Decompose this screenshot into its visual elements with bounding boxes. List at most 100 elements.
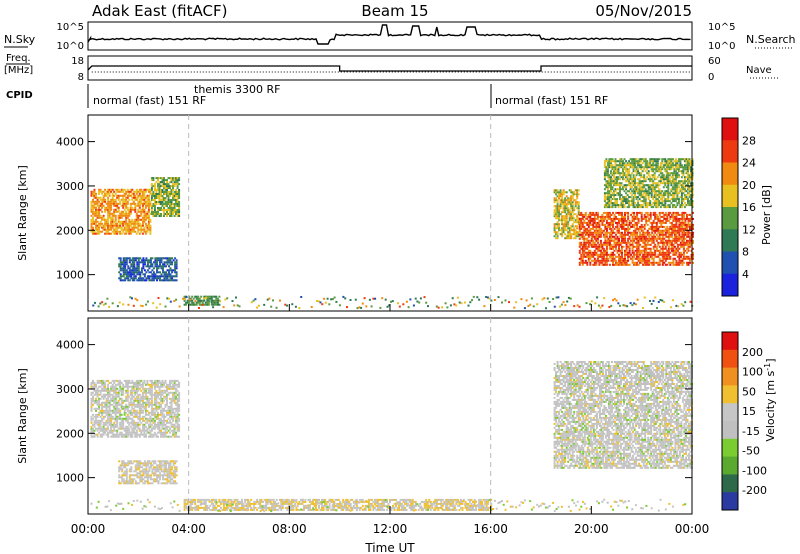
scatter-point: [618, 217, 620, 220]
scatter-point: [577, 219, 580, 222]
scatter-point: [558, 205, 561, 208]
scatter-point: [638, 186, 641, 189]
scatter-point: [670, 243, 673, 246]
scatter-point: [589, 257, 592, 260]
scatter-point: [658, 202, 661, 205]
scatter-point: [119, 427, 122, 430]
scatter-point: [614, 160, 617, 163]
colorbar-tick-label: 20: [742, 179, 756, 192]
scatter-point: [631, 166, 634, 169]
scatter-point: [117, 206, 120, 209]
scatter-point: [622, 170, 624, 173]
scatter-point: [101, 417, 104, 420]
scatter-point: [651, 223, 654, 226]
scatter-point: [593, 245, 596, 248]
scatter-point: [578, 245, 581, 248]
scatter-point: [604, 227, 607, 230]
scatter-point: [95, 220, 97, 223]
scatter-point: [148, 259, 151, 262]
scatter-point: [655, 192, 658, 195]
scatter-point: [621, 241, 623, 244]
scatter-point: [188, 299, 191, 302]
scatter-point: [316, 300, 318, 302]
scatter-point: [596, 231, 599, 234]
scatter-point: [595, 211, 598, 214]
scatter-point: [659, 178, 662, 181]
scatter-point: [157, 265, 160, 268]
scatter-point: [127, 267, 130, 270]
scatter-point: [110, 425, 113, 428]
scatter-point: [117, 409, 120, 412]
scatter-point: [618, 253, 620, 256]
scatter-point: [681, 235, 684, 238]
scatter-point: [632, 180, 635, 183]
scatter-point: [114, 403, 117, 406]
scatter-point: [652, 257, 655, 260]
scatter-point: [606, 182, 609, 185]
scatter-point: [137, 224, 140, 227]
scatter-point: [137, 214, 140, 217]
scatter-point: [580, 257, 583, 260]
scatter-point: [156, 277, 158, 280]
scatter-point: [157, 211, 159, 213]
scatter-point: [215, 299, 218, 302]
scatter-point: [166, 273, 169, 276]
scatter-point: [331, 298, 334, 301]
scatter-point: [589, 219, 592, 222]
scatter-point: [92, 397, 94, 400]
scatter-point: [637, 170, 640, 173]
scatter-point: [104, 385, 107, 388]
scatter-point: [647, 164, 650, 167]
scatter-point: [646, 253, 649, 256]
scatter-point: [599, 261, 602, 264]
scatter-point: [604, 211, 607, 214]
scatter-point: [613, 263, 616, 266]
scatter-point: [134, 222, 137, 225]
scatter-point: [605, 235, 608, 238]
scatter-point: [655, 237, 658, 240]
scatter-point: [170, 211, 173, 213]
scatter-point: [125, 397, 128, 400]
scatter-point: [618, 229, 620, 232]
scatter-point: [140, 269, 143, 272]
scatter-point: [627, 225, 630, 228]
scatter-point: [123, 379, 126, 382]
scatter-point: [467, 304, 470, 307]
scatter-point: [119, 259, 122, 262]
scatter-point: [634, 303, 637, 306]
scatter-point: [631, 247, 634, 250]
scatter-point: [122, 267, 125, 270]
scatter-point: [104, 224, 107, 227]
scatter-point: [129, 220, 132, 223]
scatter-point: [143, 208, 146, 211]
scatter-point: [203, 295, 206, 298]
scatter-point: [683, 160, 686, 163]
scatter-point: [571, 197, 574, 200]
scatter-point: [328, 303, 331, 306]
scatter-point: [107, 389, 110, 392]
scatter-point: [679, 255, 682, 258]
scatter-point: [565, 235, 568, 238]
scatter-point: [571, 203, 574, 206]
scatter-point: [570, 225, 573, 228]
scatter-point: [590, 255, 593, 258]
scatter-point: [586, 245, 589, 248]
scatter-point: [92, 423, 94, 426]
scatter-point: [637, 219, 640, 222]
scatter-point: [90, 214, 93, 217]
scatter-point: [145, 279, 148, 282]
scatter-point: [96, 403, 99, 406]
scatter-point: [144, 196, 147, 199]
scatter-point: [610, 257, 613, 260]
scatter-point: [669, 261, 672, 264]
scatter-point: [102, 401, 105, 404]
scatter-point: [122, 206, 125, 209]
scatter-point: [150, 209, 153, 211]
y-tick-label: 1000: [56, 269, 84, 282]
scatter-point: [584, 217, 587, 220]
scatter-point: [169, 215, 171, 217]
scatter-point: [654, 235, 657, 238]
scatter-point: [105, 230, 108, 233]
scatter-point: [606, 166, 609, 169]
scatter-point: [625, 227, 628, 230]
